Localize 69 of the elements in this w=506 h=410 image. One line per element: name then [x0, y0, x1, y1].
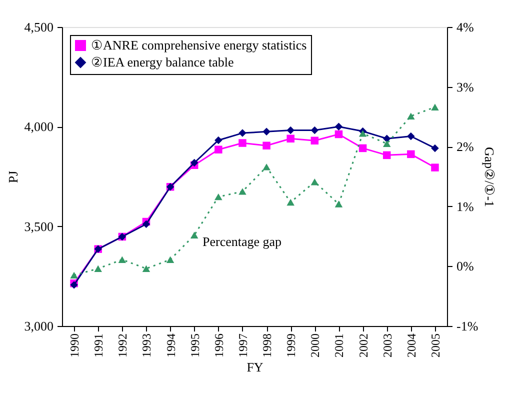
point	[118, 256, 126, 263]
point	[334, 200, 343, 208]
x-tick-label: 1996	[212, 334, 226, 358]
point	[358, 130, 367, 137]
point	[286, 134, 294, 142]
point	[334, 122, 343, 131]
x-tick-label: 2003	[380, 334, 394, 358]
point	[238, 139, 246, 147]
x-tick-label: 1998	[260, 334, 274, 358]
point	[142, 265, 150, 272]
point	[214, 136, 222, 144]
point	[358, 144, 367, 152]
y2-axis-title: Gap②/①-1	[482, 146, 498, 208]
x-tick-label: 1990	[68, 334, 82, 358]
point	[94, 265, 102, 272]
point	[286, 126, 294, 134]
point	[407, 150, 415, 158]
y-tick-label: 4,000	[24, 119, 54, 134]
point	[238, 129, 246, 137]
point	[262, 142, 270, 150]
point	[262, 128, 270, 136]
x-tick-label: 1995	[188, 334, 202, 358]
point	[166, 256, 174, 263]
x-tick-label: 1999	[284, 334, 298, 358]
y2-tick-label: -1%	[456, 318, 478, 334]
point	[382, 134, 391, 142]
point	[431, 144, 439, 152]
x-axis-title: FY	[246, 360, 264, 374]
point	[382, 151, 391, 160]
point	[334, 130, 343, 138]
y-tick-label: 3,000	[24, 318, 54, 334]
annotation: Percentage gap	[202, 234, 282, 249]
point	[310, 126, 319, 134]
x-tick-label: 2005	[428, 334, 442, 358]
x-tick-label: 2004	[404, 334, 418, 358]
point	[190, 232, 198, 238]
point	[431, 104, 439, 110]
x-tick-label: 1992	[116, 334, 130, 358]
point	[407, 112, 415, 120]
x-tick-label: 2000	[308, 334, 322, 358]
point	[214, 193, 222, 200]
point	[286, 198, 294, 206]
point	[407, 132, 415, 140]
y2-tick-label: 3%	[456, 79, 474, 94]
y-tick-label: 3,500	[24, 218, 54, 234]
x-tick-label: 1991	[92, 334, 106, 358]
y-tick-label: 4,500	[24, 20, 54, 34]
point	[238, 188, 246, 195]
x-tick-label: 1994	[164, 334, 178, 358]
x-tick-label: 2002	[356, 334, 370, 358]
x-tick-label: 2001	[332, 334, 346, 358]
y-axis-title: PJ	[5, 170, 20, 184]
point	[382, 140, 391, 147]
point	[262, 164, 270, 170]
y2-tick-label: 4%	[456, 20, 474, 34]
x-tick-label: 1993	[140, 334, 154, 358]
point	[431, 164, 439, 172]
point	[70, 272, 78, 279]
legend-label: ②IEA energy balance table	[91, 54, 234, 70]
x-tick-label: 1997	[236, 334, 250, 358]
point	[190, 158, 198, 167]
legend-label: ①ANRE comprehensive energy statistics	[91, 38, 307, 52]
point	[310, 136, 319, 144]
point	[142, 220, 150, 228]
y2-tick-label: 1%	[456, 198, 474, 214]
y2-tick-label: 2%	[456, 139, 474, 154]
point	[310, 178, 319, 186]
point	[214, 146, 222, 154]
y2-tick-label: 0%	[456, 258, 474, 274]
